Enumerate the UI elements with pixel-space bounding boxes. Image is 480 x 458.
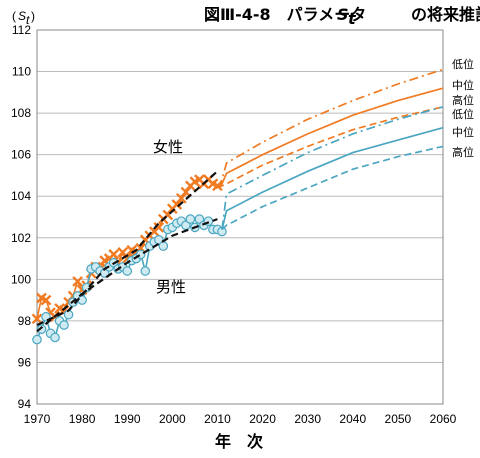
female-point xyxy=(176,192,187,204)
y-axis-label-open: ( xyxy=(12,9,16,23)
projection-series xyxy=(216,68,444,231)
chart-title-symbol: S xyxy=(337,5,349,24)
female-point xyxy=(153,222,165,233)
y-tick-112: 112 xyxy=(12,23,31,37)
chart-title-prefix: 図Ⅲ-4-8 パラメータ xyxy=(204,5,366,24)
x-tick-2060: 2060 xyxy=(430,412,457,426)
female-projection-label-solid: 中位 xyxy=(452,78,474,92)
y-tick-100: 100 xyxy=(11,272,31,286)
x-tick-2030: 2030 xyxy=(294,412,321,426)
male-point xyxy=(158,241,169,251)
male-trend-line xyxy=(36,218,218,333)
y-tick-110: 110 xyxy=(12,65,31,79)
female-observed xyxy=(31,174,223,325)
x-tick-1990: 1990 xyxy=(114,412,141,426)
y-axis-label: ( S t ) xyxy=(12,9,35,27)
male-point xyxy=(59,320,69,330)
female-trend-line xyxy=(36,170,219,326)
x-tick-2020: 2020 xyxy=(249,412,276,426)
male-point xyxy=(36,324,47,334)
observed-series xyxy=(31,170,227,345)
y-tick-106: 106 xyxy=(11,148,31,162)
male-projection-solid xyxy=(221,126,444,230)
trend-lines-group xyxy=(36,170,219,333)
gridlines xyxy=(37,71,443,363)
y-tick-104: 104 xyxy=(11,189,31,203)
chart-title: 図Ⅲ-4-8 パラメータ S t の将来推計 xyxy=(204,5,480,28)
x-tick-2000: 2000 xyxy=(159,412,186,426)
x-tick-2040: 2040 xyxy=(339,412,366,426)
plot-border xyxy=(36,29,444,405)
y-tick-98: 98 xyxy=(18,314,32,328)
female-annotation: 女性 xyxy=(153,138,183,156)
female-projection-solid xyxy=(216,87,444,189)
x-tick-2010: 2010 xyxy=(204,412,231,426)
x-axis-label: 年 次 xyxy=(215,432,263,451)
x-tick-1980: 1980 xyxy=(69,412,96,426)
plot-frame xyxy=(36,29,444,405)
male-point xyxy=(140,266,151,276)
male-point xyxy=(50,332,60,343)
female-point xyxy=(31,313,43,325)
y-tick-96: 96 xyxy=(18,355,32,369)
female-point xyxy=(72,276,83,287)
female-point xyxy=(180,186,192,198)
male-projection-label-dashed: 高位 xyxy=(452,145,474,159)
y-axis-label-close: ) xyxy=(31,9,35,23)
male-annotation: 男性 xyxy=(156,278,186,296)
male-projection-label-solid: 中位 xyxy=(452,125,474,139)
male-point xyxy=(122,266,133,276)
y-tick-labels: 94 96 98 100 102 104 106 108 110 112 xyxy=(11,23,31,411)
female-projection-label-dashdot: 低位 xyxy=(452,57,474,71)
y-tick-94: 94 xyxy=(18,397,32,411)
male-projection-label-dashdot: 低位 xyxy=(452,107,474,121)
female-point xyxy=(40,294,52,306)
male-projection-dashdot xyxy=(221,106,444,230)
male-projection-dashed xyxy=(221,145,444,231)
x-tick-labels: 1970 1980 1990 2000 2010 2020 2030 2040 2050 2060 xyxy=(24,412,457,426)
female-point xyxy=(108,249,120,260)
male-point xyxy=(32,334,42,345)
chart-title-suffix: の将来推計 xyxy=(411,5,480,24)
female-projection-label-dashed: 高位 xyxy=(452,93,474,107)
y-tick-102: 102 xyxy=(11,231,31,245)
x-tick-1970: 1970 xyxy=(24,412,51,426)
male-point xyxy=(77,295,87,305)
chart-title-subscript: t xyxy=(348,9,357,28)
x-tick-2050: 2050 xyxy=(385,412,412,426)
male-point xyxy=(185,214,196,224)
y-tick-108: 108 xyxy=(11,106,31,120)
female-point xyxy=(171,199,183,210)
y-axis-label-symbol: S xyxy=(18,9,26,23)
y-axis-label-subscript: t xyxy=(26,13,30,27)
female-projection-dashed xyxy=(217,106,444,189)
